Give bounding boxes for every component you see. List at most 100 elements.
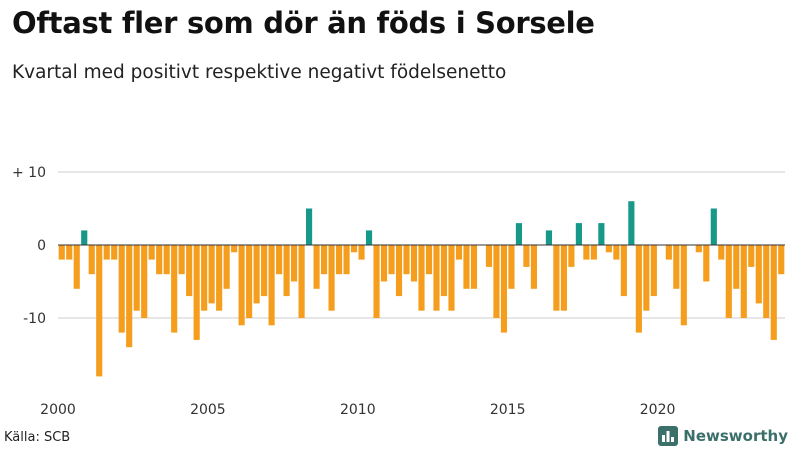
x-tick-label: 2010 [340, 402, 376, 418]
bar-positive [515, 223, 523, 245]
bar-negative [283, 245, 290, 297]
bar-negative [740, 245, 747, 318]
bar-negative [560, 245, 567, 311]
bar-negative [178, 245, 185, 275]
bar-negative [613, 245, 620, 260]
bar-negative [88, 245, 95, 275]
brand-name: Newsworthy [683, 427, 788, 445]
newsworthy-logo-icon [658, 426, 679, 446]
bar-negative [665, 245, 672, 260]
bar-negative [568, 245, 575, 267]
bar-negative [73, 245, 80, 289]
bar-positive [598, 223, 605, 245]
y-tick-label: + 10 [12, 165, 46, 181]
bar-negative [231, 245, 238, 253]
bar-negative [410, 245, 418, 282]
bar-negative [208, 245, 215, 304]
bar-negative [748, 245, 755, 267]
bar-negative [725, 245, 732, 318]
bar-negative [620, 245, 627, 297]
bar-negative [770, 245, 777, 340]
bar-positive [306, 208, 313, 245]
bar-negative [261, 245, 268, 297]
source-note: Källa: SCB [4, 430, 71, 445]
bar-negative [223, 245, 230, 289]
bar-negative [103, 245, 110, 260]
bar-negative [485, 245, 493, 267]
bar-negative [590, 245, 597, 260]
bar-negative [133, 245, 140, 311]
bar-negative [350, 245, 358, 253]
bar-negative [440, 245, 448, 297]
bars [58, 201, 785, 377]
bar-negative [463, 245, 470, 289]
bar-positive [575, 223, 582, 245]
bar-negative [186, 245, 193, 297]
bar-positive [628, 201, 635, 245]
x-tick-label: 2005 [190, 402, 226, 418]
bar-negative [171, 245, 178, 333]
bar-negative [246, 245, 253, 318]
bar-negative [388, 245, 395, 275]
bar-negative [328, 245, 335, 311]
bar-negative [58, 245, 65, 260]
bar-negative [66, 245, 73, 260]
bar-negative [718, 245, 725, 260]
chart-subtitle: Kvartal med positivt respektive negativt… [12, 62, 507, 83]
bar-negative [201, 245, 208, 311]
bar-negative [470, 245, 478, 289]
bar-negative [238, 245, 245, 326]
bar-chart: + 10 0 -10 2000 2005 2010 2015 2020 [12, 165, 785, 418]
bar-negative [358, 245, 365, 260]
bar-negative [335, 245, 343, 275]
bar-negative [193, 245, 200, 340]
bar-negative [380, 245, 388, 282]
bar-negative [253, 245, 260, 304]
bar-negative [523, 245, 530, 267]
bar-negative [433, 245, 440, 311]
bar-negative [448, 245, 455, 311]
bar-negative [156, 245, 163, 275]
bar-negative [291, 245, 298, 282]
bar-negative [583, 245, 590, 260]
bar-negative [680, 245, 687, 326]
bar-negative [313, 245, 320, 289]
x-tick-label: 2000 [40, 402, 76, 418]
bar-negative [703, 245, 710, 282]
bar-negative [343, 245, 350, 275]
bar-negative [673, 245, 680, 289]
bar-negative [553, 245, 560, 311]
y-tick-label: 0 [37, 238, 46, 254]
bar-negative [643, 245, 650, 311]
x-tick-label: 2020 [640, 402, 676, 418]
y-tick-label: -10 [23, 311, 46, 327]
bar-negative [96, 245, 103, 377]
bar-positive [710, 208, 717, 245]
bar-negative [605, 245, 612, 253]
bar-negative [650, 245, 657, 297]
bar-negative [395, 245, 403, 297]
bar-negative [163, 245, 170, 275]
gridlines [58, 171, 785, 319]
brand-logo: Newsworthy [658, 426, 788, 446]
bar-negative [148, 245, 155, 260]
bar-positive [545, 230, 552, 245]
bar-negative [530, 245, 537, 289]
bar-negative [763, 245, 770, 318]
bar-negative [425, 245, 433, 275]
axes: + 10 0 -10 2000 2005 2010 2015 2020 [12, 165, 785, 418]
bar-negative [500, 245, 508, 333]
bar-negative [695, 245, 702, 253]
bar-negative [455, 245, 463, 260]
bar-negative [126, 245, 133, 348]
x-tick-label: 2015 [490, 402, 526, 418]
bar-negative [403, 245, 410, 275]
bar-negative [635, 245, 642, 333]
bar-positive [81, 230, 88, 245]
bar-negative [755, 245, 762, 304]
bar-negative [118, 245, 125, 333]
bar-negative [141, 245, 148, 318]
bar-negative [320, 245, 328, 275]
bar-negative [111, 245, 118, 260]
bar-negative [216, 245, 223, 311]
